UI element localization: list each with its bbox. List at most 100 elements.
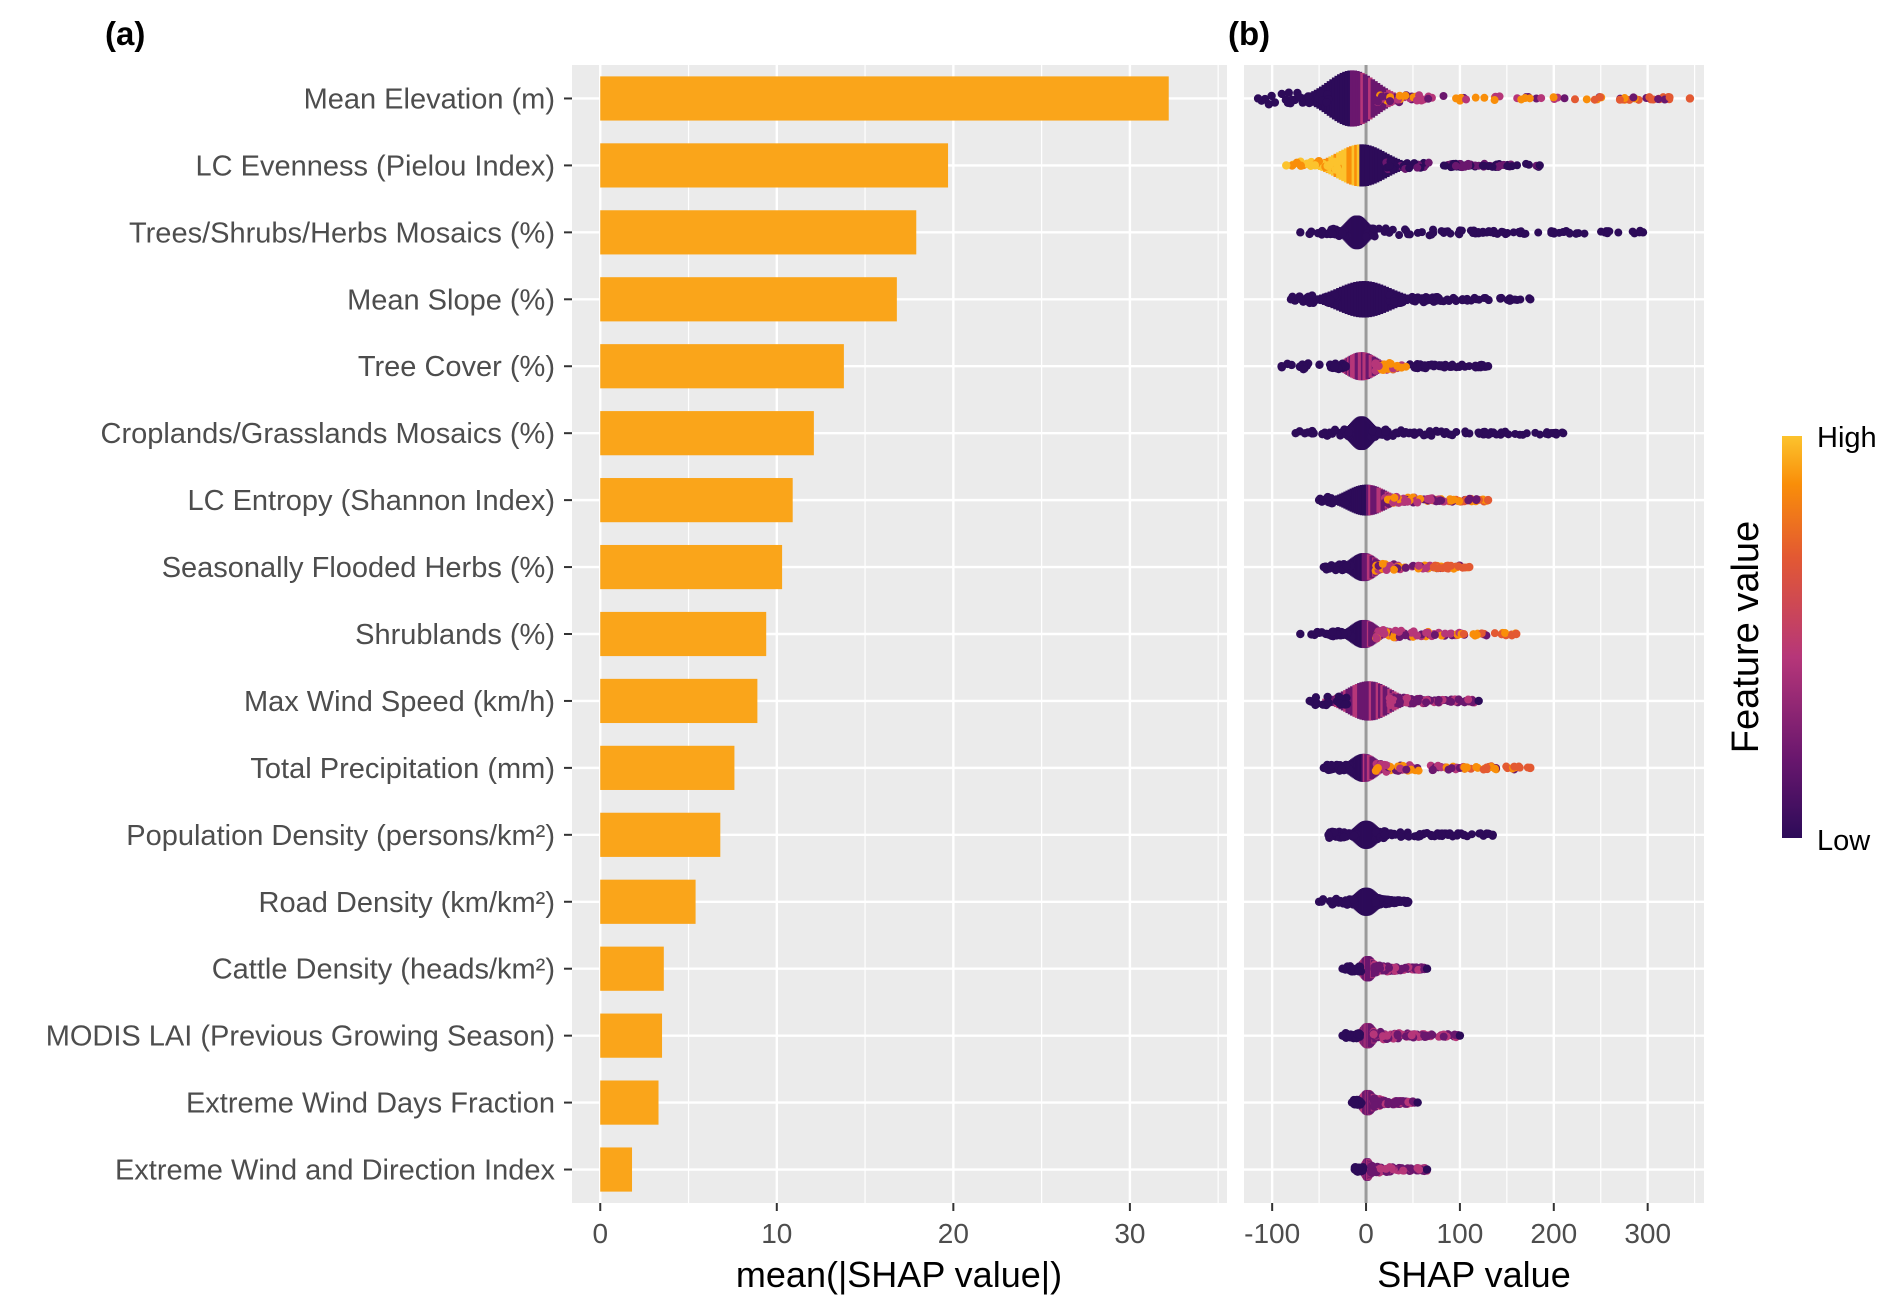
swarm-core: [1343, 148, 1349, 183]
swarm-point: [1550, 229, 1559, 238]
swarm-point: [1654, 95, 1663, 104]
colorbar-low-label: Low: [1817, 825, 1871, 857]
swarm-core: [1347, 283, 1352, 316]
swarm-core: [1364, 681, 1369, 721]
swarm-point: [1282, 161, 1291, 170]
swarm-point: [1368, 427, 1377, 436]
swarm-point: [1401, 427, 1410, 436]
swarm-point: [1267, 91, 1276, 101]
swarm-point: [1378, 559, 1387, 568]
swarm-point: [1559, 227, 1568, 236]
category-label: Population Density (persons/km²): [126, 820, 555, 852]
swarm-point: [1615, 95, 1624, 104]
swarm-point: [1443, 295, 1452, 304]
bar: [600, 210, 917, 255]
swarm-point: [1509, 228, 1518, 237]
swarm-point: [1433, 293, 1442, 302]
swarm-core: [1381, 285, 1387, 313]
swarm-point: [1511, 429, 1520, 438]
swarm-point: [1369, 1030, 1378, 1039]
swarm-point: [1484, 227, 1493, 236]
panel-a-category-labels: Mean Elevation (m) LC Evenness (Pielou In…: [46, 83, 572, 1187]
x-tick-label: 200: [1530, 1218, 1577, 1249]
swarm-point: [1349, 895, 1358, 904]
swarm-point: [1534, 228, 1543, 237]
bar: [600, 277, 897, 322]
panel-a-bar-chart: Mean Elevation (m) LC Evenness (Pielou In…: [46, 65, 1227, 1295]
category-label: Croplands/Grasslands Mosaics (%): [101, 418, 555, 450]
swarm-core: [1349, 70, 1355, 127]
swarm-point: [1455, 1031, 1465, 1040]
swarm-point: [1439, 92, 1448, 101]
swarm-core: [1339, 72, 1345, 125]
x-tick-label: 10: [761, 1218, 792, 1249]
swarm-core: [1368, 77, 1373, 120]
swarm-point: [1448, 361, 1457, 370]
swarm-point: [1395, 697, 1404, 706]
swarm-point: [1372, 634, 1381, 643]
swarm-core: [1364, 281, 1370, 318]
swarm-point: [1322, 97, 1331, 107]
swarm-point: [1389, 565, 1398, 574]
swarm-point: [1286, 99, 1295, 108]
swarm-point: [1312, 699, 1322, 708]
swarm-core: [1331, 77, 1337, 120]
swarm-point: [1481, 293, 1490, 302]
swarm-point: [1458, 296, 1467, 305]
swarm-core: [1357, 683, 1362, 719]
swarm-point: [1469, 630, 1478, 639]
swarm-core: [1353, 281, 1358, 317]
swarm-point: [1323, 492, 1332, 502]
swarm-point: [1422, 964, 1432, 973]
swarm-point: [1455, 363, 1464, 372]
swarm-core: [1311, 91, 1316, 106]
swarm-point: [1490, 96, 1499, 105]
swarm-point: [1327, 760, 1336, 770]
swarm-point: [1542, 429, 1551, 438]
swarm-point: [1393, 1031, 1402, 1040]
swarm-point: [1389, 633, 1398, 642]
swarm-point: [1253, 94, 1263, 103]
swarm-point: [1349, 831, 1359, 840]
swarm-point: [1471, 93, 1480, 102]
swarm-point: [1511, 295, 1520, 304]
swarm-point: [1570, 95, 1579, 104]
swarm-point: [1462, 95, 1471, 104]
x-tick-label: 20: [938, 1218, 969, 1249]
swarm-point: [1396, 832, 1405, 841]
swarm-core: [1373, 282, 1378, 316]
swarm-point: [1393, 361, 1402, 370]
swarm-core: [1338, 286, 1344, 312]
swarm-point: [1401, 496, 1410, 505]
swarm-point: [1419, 431, 1428, 440]
panel-b-points: [1253, 70, 1695, 1181]
swarm-point: [1315, 628, 1324, 638]
swarm-point: [1319, 562, 1328, 572]
swarm-point: [1452, 94, 1461, 103]
swarm-point: [1596, 93, 1605, 102]
swarm-core: [1375, 283, 1381, 316]
swarm-point: [1376, 1164, 1385, 1173]
swarm-point: [1457, 226, 1466, 235]
swarm-point: [1309, 429, 1318, 438]
swarm-core: [1375, 683, 1381, 719]
swarm-point: [1277, 362, 1286, 371]
swarm-point: [1270, 98, 1280, 107]
swarm-point: [1415, 91, 1424, 100]
swarm-point: [1389, 297, 1398, 306]
swarm-point: [1420, 1031, 1429, 1040]
swarm-point: [1394, 627, 1403, 636]
swarm-point: [1512, 629, 1521, 639]
swarm-point: [1385, 1163, 1394, 1172]
swarm-point: [1397, 296, 1406, 305]
swarm-point: [1314, 495, 1324, 505]
category-label: Mean Slope (%): [347, 284, 555, 316]
swarm-point: [1339, 832, 1349, 842]
swarm-point: [1395, 231, 1404, 240]
swarm-point: [1447, 496, 1456, 505]
swarm-point: [1490, 629, 1499, 638]
x-tick-label: 300: [1624, 1218, 1671, 1249]
swarm-point: [1337, 764, 1347, 773]
swarm-point: [1338, 629, 1348, 639]
